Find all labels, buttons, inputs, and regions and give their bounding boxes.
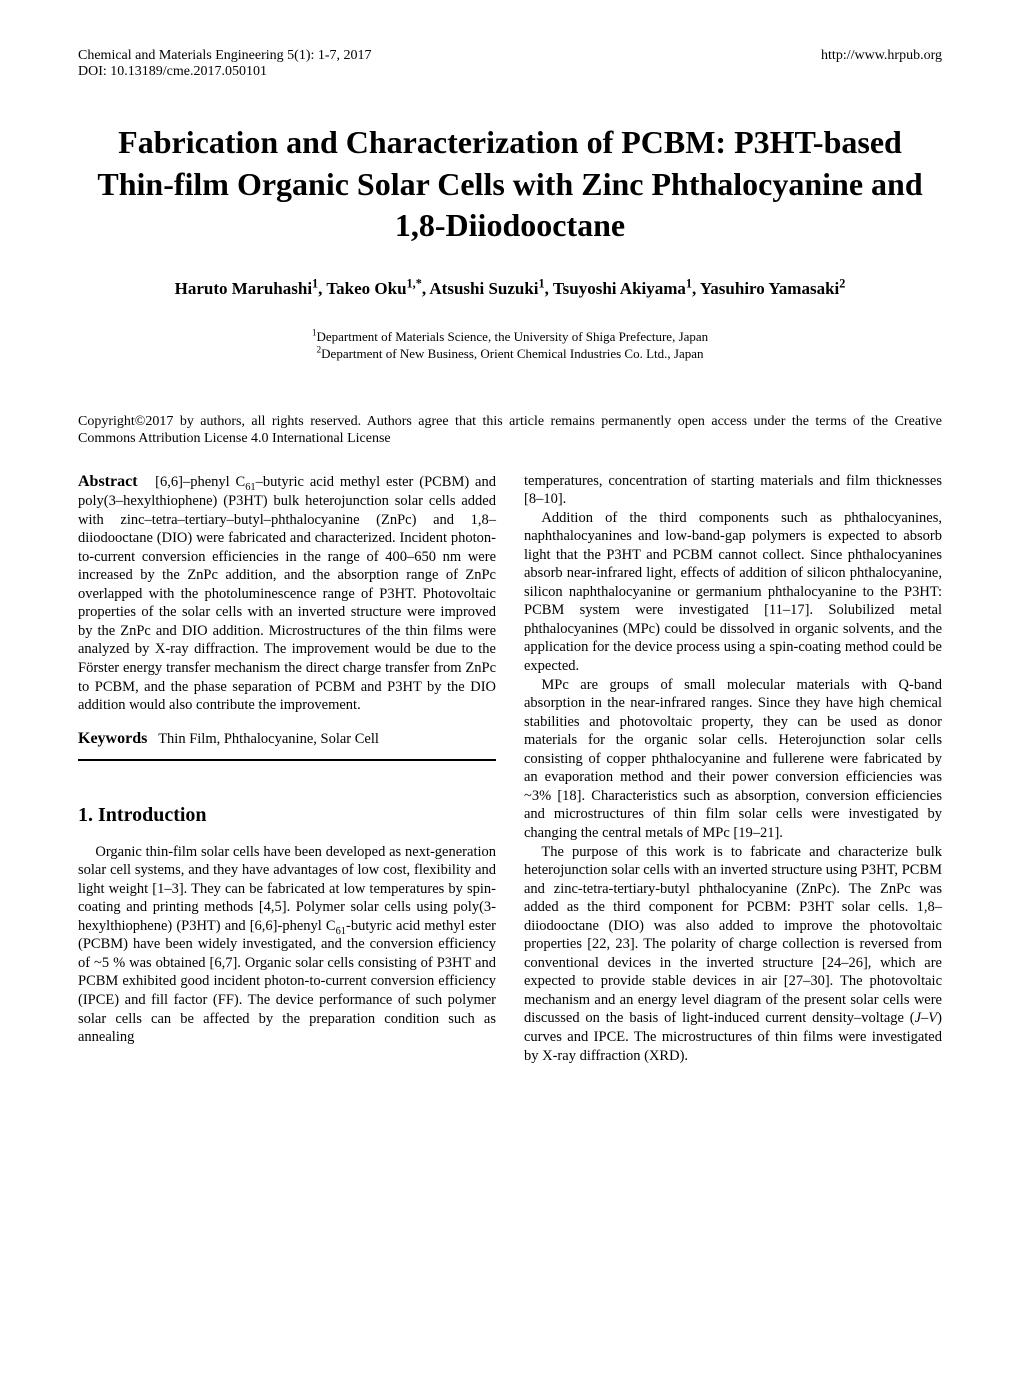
col2-para-3: MPc are groups of small molecular materi… [524, 676, 942, 843]
col2-para-1: temperatures, concentration of starting … [524, 472, 942, 509]
abstract-text: [6,6]–phenyl C61–butyric acid methyl est… [78, 474, 496, 713]
abstract-section: Abstract [6,6]–phenyl C61–butyric acid m… [78, 472, 496, 715]
keywords-label: Keywords [78, 730, 147, 747]
section-divider [78, 759, 496, 761]
col2-para-4: The purpose of this work is to fabricate… [524, 843, 942, 1066]
affiliation-1: 1Department of Materials Science, the Un… [78, 329, 942, 346]
journal-line: Chemical and Materials Engineering 5(1):… [78, 48, 372, 64]
publisher-url: http://www.hrpub.org [821, 48, 942, 80]
section-1-heading: 1. Introduction [78, 803, 496, 829]
keywords-text: Thin Film, Phthalocyanine, Solar Cell [158, 731, 379, 747]
paper-title: Fabrication and Characterization of PCBM… [78, 122, 942, 247]
authors-list: Haruto Maruhashi1, Takeo Oku1,*, Atsushi… [78, 279, 942, 299]
affiliation-2: 2Department of New Business, Orient Chem… [78, 346, 942, 363]
intro-paragraph-1: Organic thin-film solar cells have been … [78, 843, 496, 1047]
abstract-label: Abstract [78, 473, 138, 490]
keywords-section: Keywords Thin Film, Phthalocyanine, Sola… [78, 729, 496, 749]
page-header: Chemical and Materials Engineering 5(1):… [78, 48, 942, 80]
copyright-notice: Copyright©2017 by authors, all rights re… [78, 413, 942, 448]
left-column: Abstract [6,6]–phenyl C61–butyric acid m… [78, 472, 496, 1066]
doi-line: DOI: 10.13189/cme.2017.050101 [78, 64, 372, 80]
affiliations: 1Department of Materials Science, the Un… [78, 329, 942, 363]
right-column: temperatures, concentration of starting … [524, 472, 942, 1066]
journal-info: Chemical and Materials Engineering 5(1):… [78, 48, 372, 80]
col2-para-2: Addition of the third components such as… [524, 509, 942, 676]
two-column-body: Abstract [6,6]–phenyl C61–butyric acid m… [78, 472, 942, 1066]
